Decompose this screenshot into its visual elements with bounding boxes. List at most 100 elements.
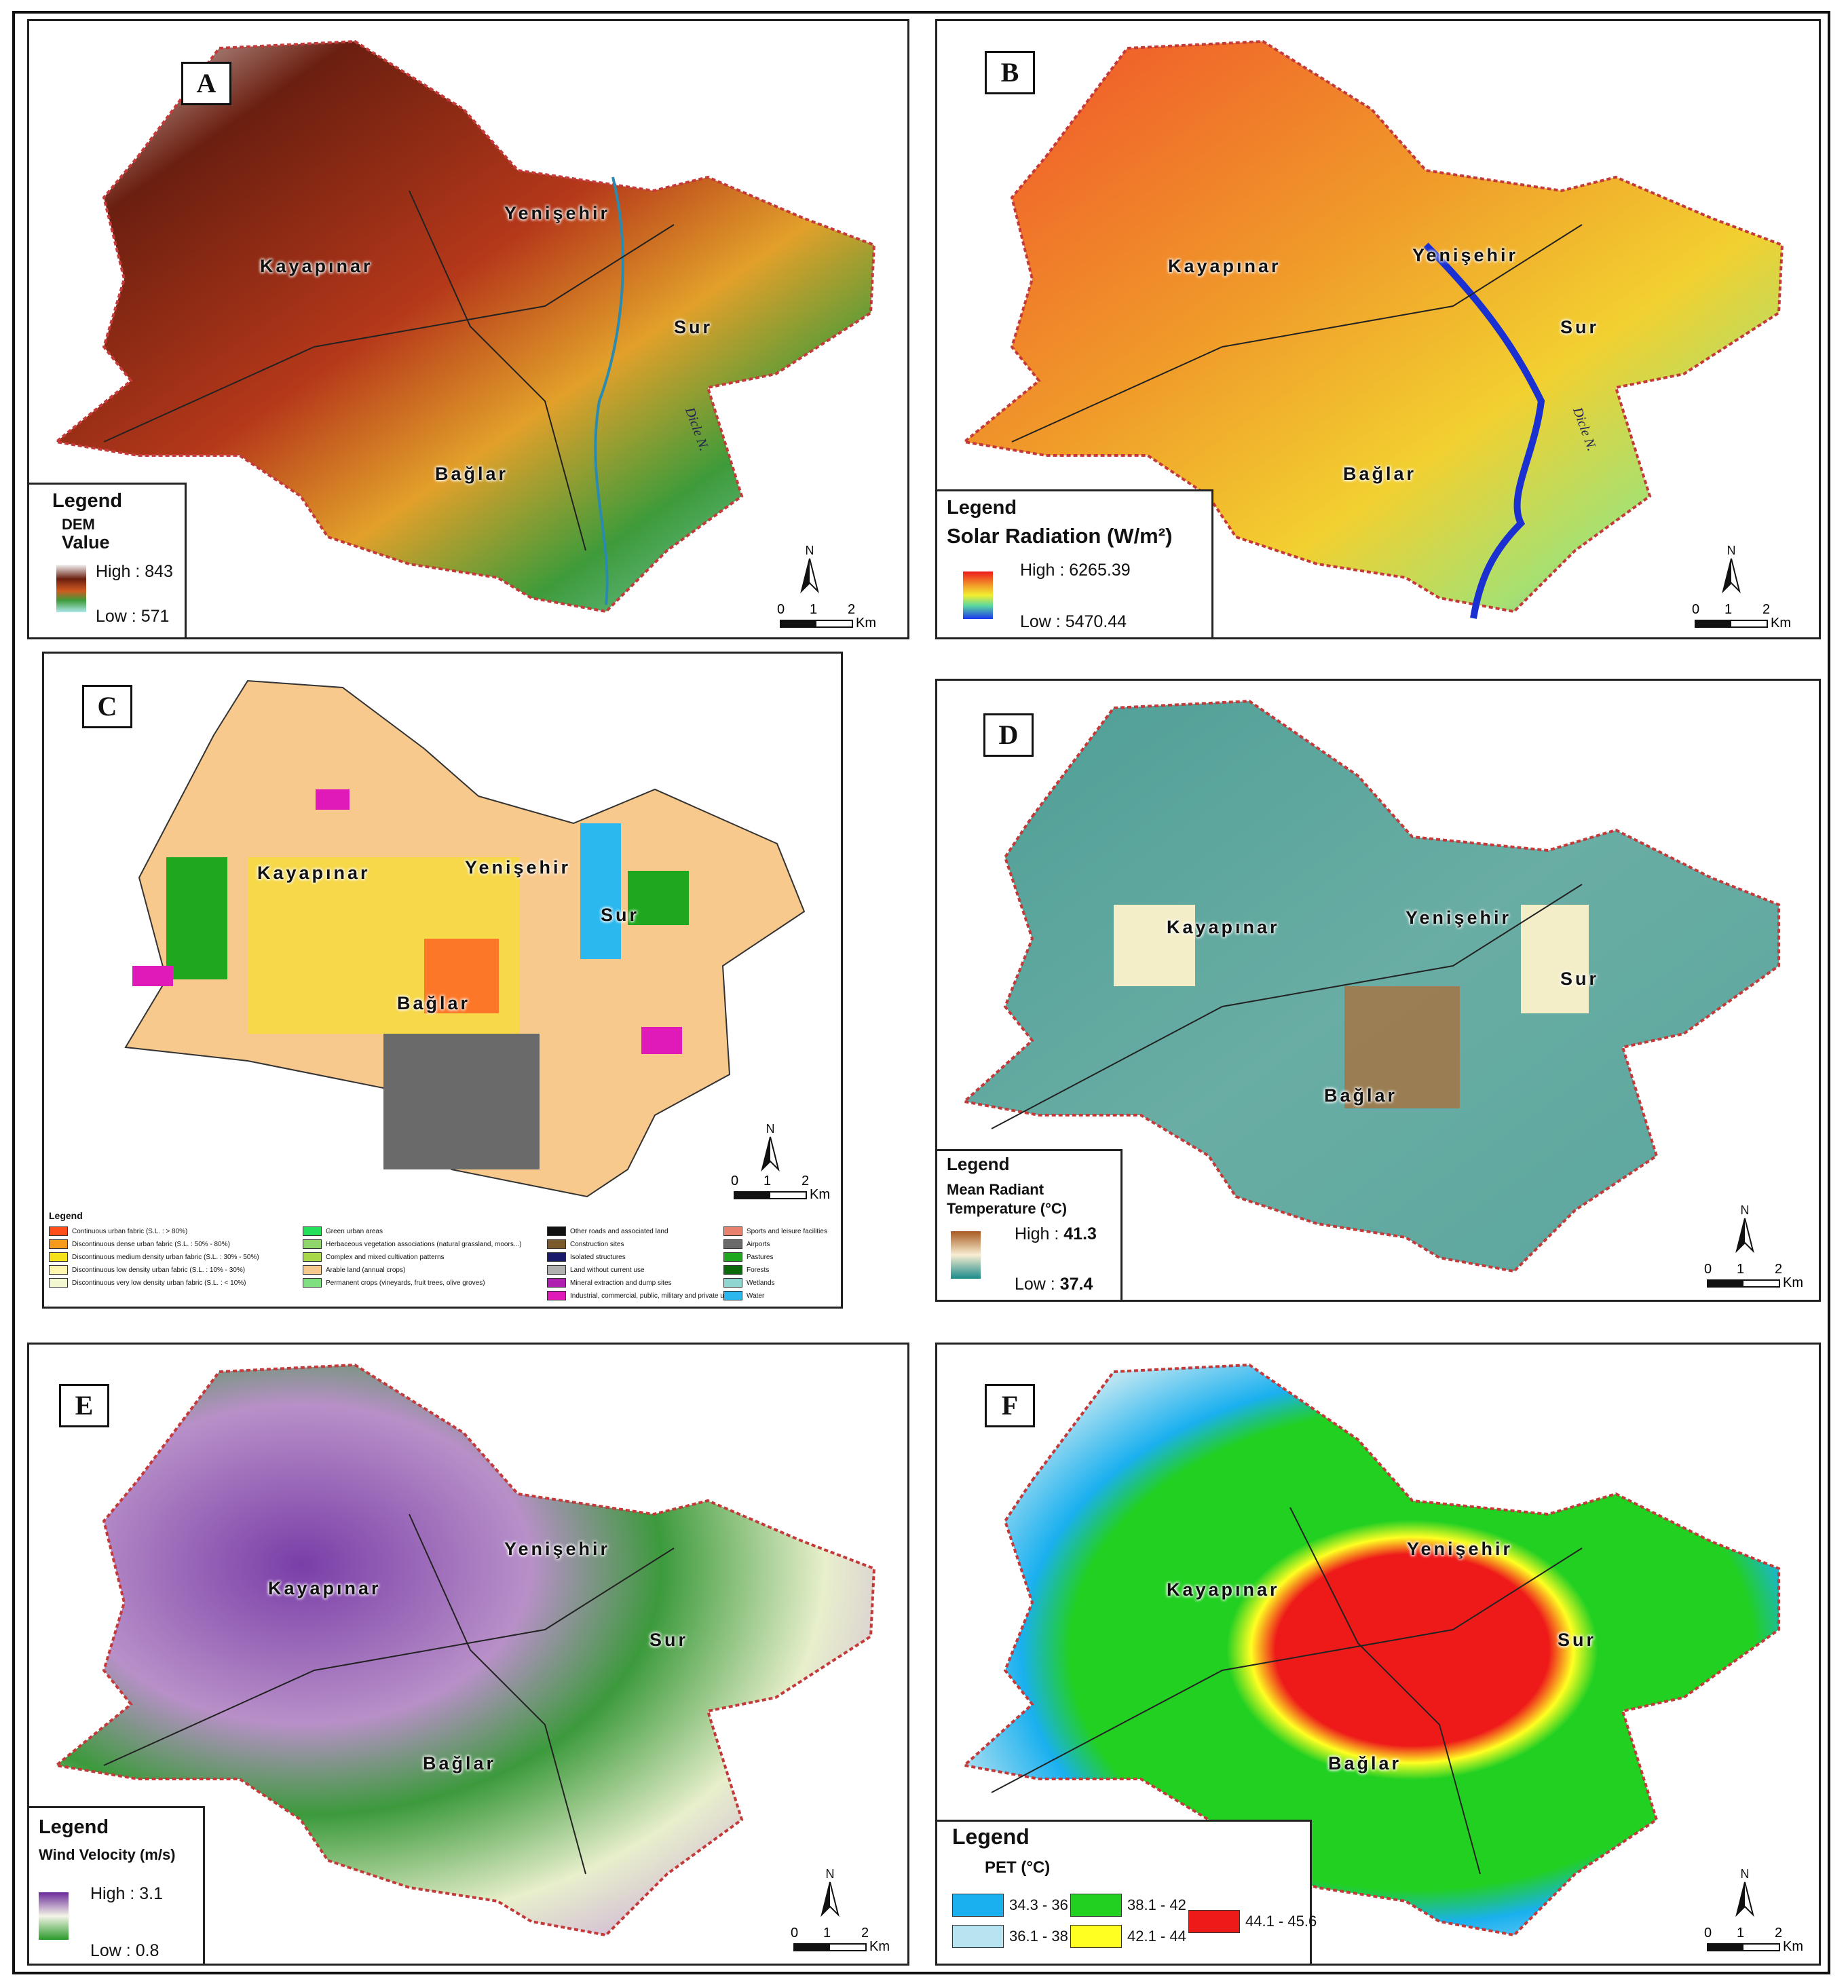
scale-bar: 0 1 2 Km [1691,602,1799,637]
place-yenisehir: Yenişehir [1407,1539,1513,1559]
legend-swatch [49,1278,68,1288]
legend-item: Construction sites [547,1239,624,1249]
legend-label: 38.1 - 42 [1127,1896,1186,1913]
legend-label: Continuous urban fabric (S.L. : > 80%) [72,1227,188,1235]
legend-label: Other roads and associated land [570,1227,668,1235]
place-kayapinar: Kayapınar [1167,917,1280,937]
pet-surface [961,1363,1780,1937]
legend-swatch [547,1239,566,1249]
panel-d-mean-radiant-temperature: D Kayapınar Yenişehir Sur Bağlar Legend … [935,679,1821,1302]
legend-sub: Value [62,532,110,552]
legend-item: Forests [723,1265,769,1275]
scale-0: 0 [1704,1262,1712,1277]
hot-zone [1344,986,1460,1108]
place-yenisehir: Yenişehir [1406,907,1512,928]
legend-label: Sports and leisure facilities [747,1227,827,1235]
place-sur: Sur [1560,317,1600,337]
panel-label: A [181,62,231,105]
legend-low: Low : 5470.44 [1020,612,1127,631]
legend-label: 36.1 - 38 [1009,1928,1068,1945]
legend-swatch [723,1278,742,1288]
legend-label: Herbaceous vegetation associations (natu… [326,1240,522,1248]
legend-title: Legend [49,1210,83,1221]
district-boundary [991,884,1583,1129]
legend-title: Legend [52,490,123,512]
legend-item: 44.1 - 45.6 [1188,1910,1317,1933]
legend-swatch [723,1291,742,1300]
legend-item: Other roads and associated land [547,1226,668,1236]
north-arrow-icon: N [821,1867,840,1917]
legend-low: Low : 571 [96,607,170,626]
place-sur: Sur [1560,969,1600,989]
airport-area [383,1034,540,1169]
color-ramp [951,1231,981,1279]
scale-bar: 0 1 2 Km [776,602,884,637]
wind-surface [53,1363,876,1937]
legend-high: High : 3.1 [90,1884,164,1903]
scale-unit: Km [810,1187,830,1202]
legend-item: Wetlands [723,1278,775,1288]
legend-low: Low : 0.8 [90,1941,159,1960]
cool-zone [1114,905,1195,986]
legend-high-value: 41.3 [1063,1224,1097,1243]
legend-item: 34.3 - 36 [952,1894,1068,1917]
scale-0: 0 [731,1174,739,1188]
legend-item: Arable land (annual crops) [303,1265,405,1275]
shaded-valley [1423,242,1545,619]
place-baglar: Bağlar [435,464,509,484]
scale-2: 2 [1775,1926,1783,1940]
scale-1: 1 [1737,1926,1745,1940]
color-ramp [56,565,86,612]
legend-swatch [303,1252,322,1262]
legend-swatch [1188,1910,1240,1933]
legend-sub: Mean Radiant [947,1181,1044,1198]
scale-unit: Km [1783,1275,1803,1290]
industrial [316,789,350,810]
legend-high: High : 41.3 [1015,1224,1097,1243]
legend: Legend Solar Radiation (W/m²) High : 626… [937,489,1213,637]
panel-label: D [983,713,1034,757]
panel-b-solar-radiation: B Kayapınar Yenişehir Sur Bağlar Dicle N… [935,19,1821,639]
legend-swatch [49,1252,68,1262]
panel-e-wind-velocity: E Kayapınar Yenişehir Sur Bağlar Legend … [27,1343,909,1966]
panel-label: B [985,51,1035,94]
legend-sub: Wind Velocity (m/s) [39,1846,176,1863]
scale-bar: 0 1 2 Km [1703,1926,1811,1964]
district-boundary [409,190,586,551]
legend-swatch [547,1291,566,1300]
place-baglar: Bağlar [397,993,471,1013]
legend-item: Green urban areas [303,1226,383,1236]
cool-zone [1521,905,1589,1013]
legend-swatch [303,1239,322,1249]
place-baglar: Bağlar [1324,1085,1398,1106]
scale-bar: 0 1 2 Km [730,1174,838,1217]
legend-item: 42.1 - 44 [1070,1925,1186,1948]
scale-2: 2 [1762,602,1771,617]
industrial [132,966,173,986]
legend-swatch [723,1265,742,1275]
panel-label: E [59,1384,109,1427]
svg-text:N: N [766,1122,775,1136]
solar-surface [961,39,1784,614]
district-boundary [103,224,675,443]
legend-label: Discontinuous dense urban fabric (S.L. :… [72,1240,230,1248]
district-boundary [103,1548,675,1766]
legend-swatch [952,1894,1004,1917]
scale-0: 0 [1704,1926,1712,1940]
north-arrow-icon: N [1722,544,1741,594]
place-sur: Sur [649,1630,689,1650]
legend-high: High : 843 [96,562,173,581]
pet-map [961,1363,1780,1937]
legend-item: Discontinuous dense urban fabric (S.L. :… [49,1239,230,1249]
dem-map [53,39,876,614]
legend-high: High : 6265.39 [1020,561,1131,580]
solar-radiation-map [961,39,1784,619]
place-kayapinar: Kayapınar [260,256,373,276]
legend-label: Complex and mixed cultivation patterns [326,1253,445,1261]
legend-sub: Solar Radiation (W/m²) [947,524,1173,548]
svg-text:N: N [1741,1867,1750,1881]
legend-label: Discontinuous low density urban fabric (… [72,1266,246,1274]
pastures [166,857,227,979]
legend-swatch [547,1226,566,1236]
place-sur: Sur [1558,1630,1597,1650]
